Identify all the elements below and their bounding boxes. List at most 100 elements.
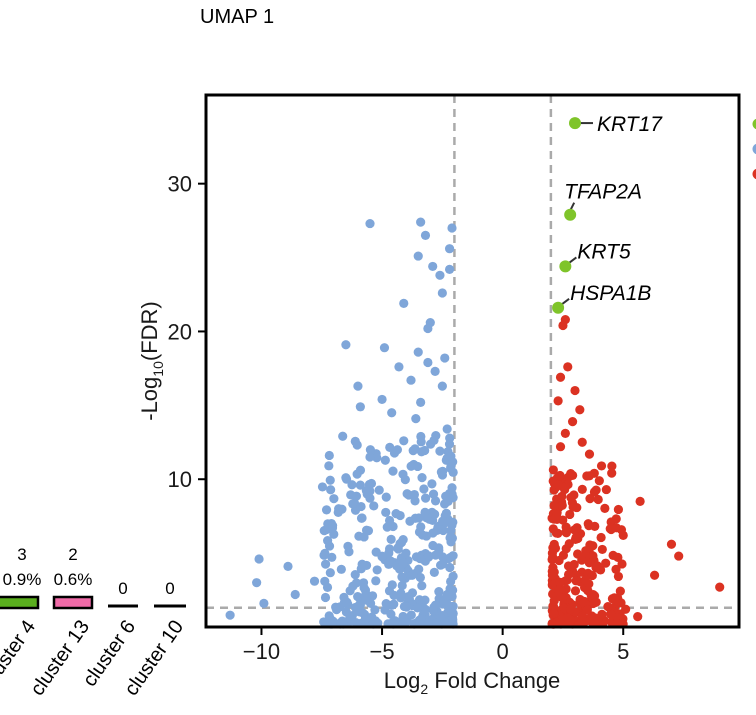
cluster-bar <box>0 595 40 610</box>
down-point <box>327 552 337 562</box>
down-point <box>432 618 442 628</box>
down-point <box>437 288 447 298</box>
up-point <box>561 522 571 532</box>
bar-count-label: 3 <box>17 545 26 564</box>
down-point <box>355 402 365 412</box>
highlight-point <box>564 208 577 221</box>
up-point <box>563 362 573 372</box>
down-point <box>448 517 458 527</box>
down-point <box>374 485 384 495</box>
down-point <box>420 493 431 503</box>
up-point <box>612 598 623 609</box>
gene-label: KRT17 <box>597 113 663 136</box>
down-point <box>420 595 430 605</box>
down-point <box>410 513 420 523</box>
x-tick-label: −10 <box>243 639 280 664</box>
up-point <box>575 405 585 415</box>
down-point <box>309 576 320 586</box>
down-point <box>343 541 353 551</box>
down-point <box>354 607 365 617</box>
up-point <box>566 492 576 503</box>
y-tick-label: 10 <box>168 467 192 492</box>
down-point <box>404 490 414 500</box>
up-point <box>591 485 601 495</box>
up-point <box>611 564 621 574</box>
down-point <box>438 516 448 526</box>
down-point <box>361 525 372 535</box>
down-point <box>283 561 293 572</box>
up-point <box>570 385 580 396</box>
y-axis-title: -Log10(FDR) <box>137 301 166 421</box>
down-point <box>401 602 412 612</box>
down-point <box>355 480 365 490</box>
up-point <box>558 320 568 331</box>
down-point <box>352 469 362 479</box>
down-point <box>444 244 455 254</box>
down-point <box>327 521 338 531</box>
down-point <box>341 607 351 617</box>
down-point <box>356 501 366 512</box>
down-point <box>321 505 332 515</box>
down-point <box>448 571 458 581</box>
threshold-lines <box>206 95 739 627</box>
down-point <box>441 508 451 519</box>
up-point <box>577 611 587 621</box>
up-point <box>582 605 592 615</box>
bar-percent-label: 0.6% <box>54 570 93 589</box>
up-point <box>577 555 587 565</box>
x-tick-label: −5 <box>370 639 395 664</box>
down-point <box>428 606 438 616</box>
down-point <box>446 462 456 472</box>
down-point <box>445 433 455 443</box>
up-point <box>635 496 645 506</box>
down-point <box>331 604 342 615</box>
highlight-point <box>569 117 581 130</box>
down-point <box>446 525 456 536</box>
down-point <box>336 564 346 574</box>
down-point <box>401 548 411 558</box>
up-point <box>715 582 725 592</box>
up-point <box>568 502 578 512</box>
down-point <box>406 461 416 471</box>
up-point <box>587 570 597 581</box>
down-point <box>386 609 396 619</box>
down-point <box>434 586 444 597</box>
bar-count-label: 0 <box>118 579 127 598</box>
down-point <box>372 565 382 575</box>
down-point <box>399 436 409 446</box>
up-point <box>605 609 616 619</box>
up-point <box>674 551 684 561</box>
up-point <box>601 558 611 568</box>
down-point <box>290 589 300 600</box>
down-point <box>352 440 362 450</box>
down-point <box>406 610 416 620</box>
down-point <box>416 522 426 532</box>
down-point <box>387 580 397 590</box>
down-point <box>411 552 422 562</box>
down-point <box>423 357 433 368</box>
down-point <box>324 541 335 551</box>
up-point <box>563 561 574 571</box>
up-point <box>560 428 570 439</box>
down-point <box>388 466 398 476</box>
up-point <box>562 613 572 623</box>
down-point <box>373 618 383 628</box>
down-point <box>447 223 457 233</box>
down-point <box>410 444 420 454</box>
down-point <box>391 508 401 519</box>
up-point <box>586 590 596 600</box>
down-point <box>395 564 405 574</box>
down-point <box>445 552 456 563</box>
legend-dot <box>752 118 756 130</box>
legend-dot <box>752 143 756 155</box>
x-axis-ticks: −10 −5 0 5 <box>243 627 629 664</box>
down-point <box>381 599 391 609</box>
x-tick-label: 0 <box>497 639 509 664</box>
down-point <box>420 507 430 517</box>
down-point <box>357 513 367 523</box>
down-point <box>416 397 426 407</box>
up-point <box>600 503 610 513</box>
up-point <box>601 484 611 495</box>
down-point <box>320 592 331 603</box>
up-point <box>613 571 624 582</box>
